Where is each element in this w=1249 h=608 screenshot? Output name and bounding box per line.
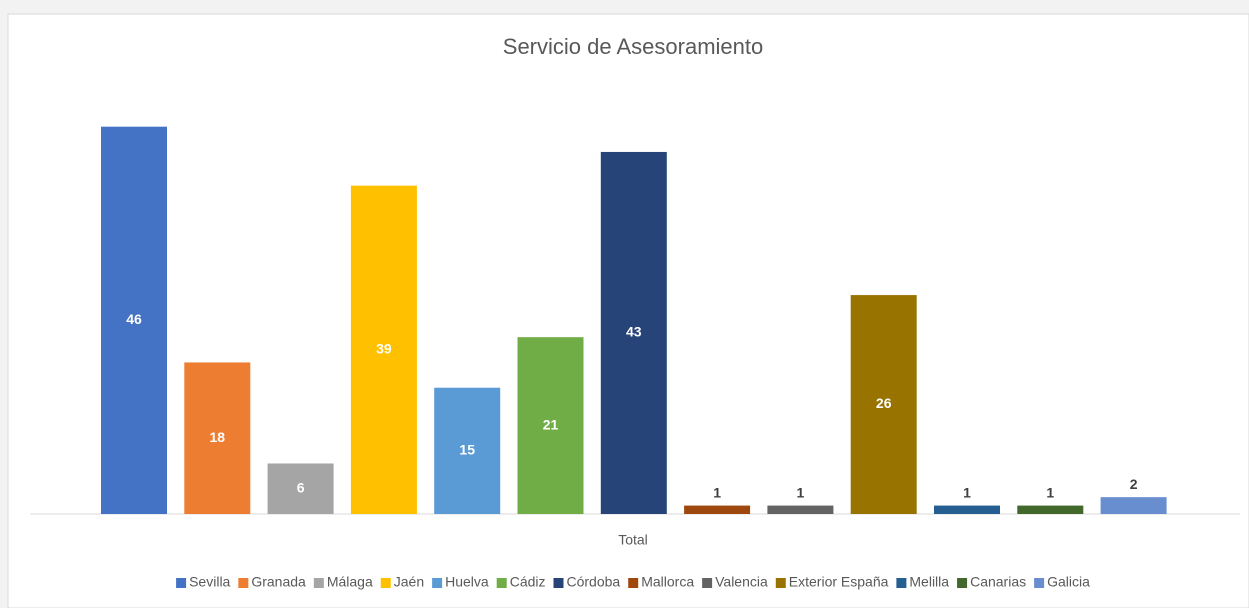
legend-label: Exterior España (789, 574, 889, 590)
legend-label: Málaga (327, 574, 373, 590)
legend-swatch (775, 578, 786, 588)
legend-swatch (380, 578, 391, 588)
legend-label: Granada (251, 574, 306, 590)
bar (517, 337, 584, 514)
legend-swatch (1034, 578, 1045, 588)
bar (101, 126, 167, 515)
legend-swatch (432, 578, 443, 588)
data-label: 15 (459, 442, 475, 458)
bar (1100, 497, 1167, 514)
data-label: 18 (210, 429, 226, 445)
bar (600, 151, 667, 514)
legend-label: Cádiz (510, 574, 546, 590)
bar (934, 505, 1000, 514)
bar (350, 185, 417, 514)
data-label: 39 (376, 341, 392, 357)
legend-swatch (313, 578, 324, 588)
legend-swatch (496, 578, 507, 588)
bar (184, 362, 251, 514)
data-label: 1 (963, 484, 971, 500)
legend-swatch (553, 578, 564, 588)
legend-swatch (896, 578, 907, 588)
data-label: 1 (1046, 484, 1054, 500)
bar (434, 387, 501, 514)
legend-label: Sevilla (189, 574, 230, 590)
legend-label: Mallorca (641, 574, 694, 590)
data-label: 1 (797, 484, 805, 500)
legend-swatch (957, 578, 968, 588)
data-label: 2 (1130, 476, 1138, 492)
legend-swatch (702, 578, 713, 588)
bar (267, 463, 334, 514)
data-label: 21 (543, 416, 559, 432)
bar (1017, 505, 1084, 514)
data-label: 46 (126, 311, 142, 327)
chart-title: Servicio de Asesoramiento (503, 34, 763, 59)
legend-swatch (238, 578, 249, 588)
data-label: 26 (876, 395, 892, 411)
bar (684, 505, 751, 514)
legend-swatch (176, 578, 187, 588)
bar (767, 505, 834, 514)
legend-label: Canarias (970, 574, 1026, 590)
legend-label: Valencia (715, 574, 768, 590)
legend-label: Córdoba (567, 574, 621, 590)
legend-swatch (628, 578, 639, 588)
legend-label: Jaén (394, 574, 424, 590)
bar (850, 295, 917, 514)
data-label: 6 (297, 479, 305, 495)
legend-label: Huelva (445, 574, 489, 590)
data-label: 43 (626, 324, 642, 340)
data-label: 1 (713, 484, 721, 500)
legend-label: Galicia (1047, 574, 1090, 590)
legend-label: Melilla (909, 574, 949, 590)
x-tick-label: Total (618, 532, 648, 548)
